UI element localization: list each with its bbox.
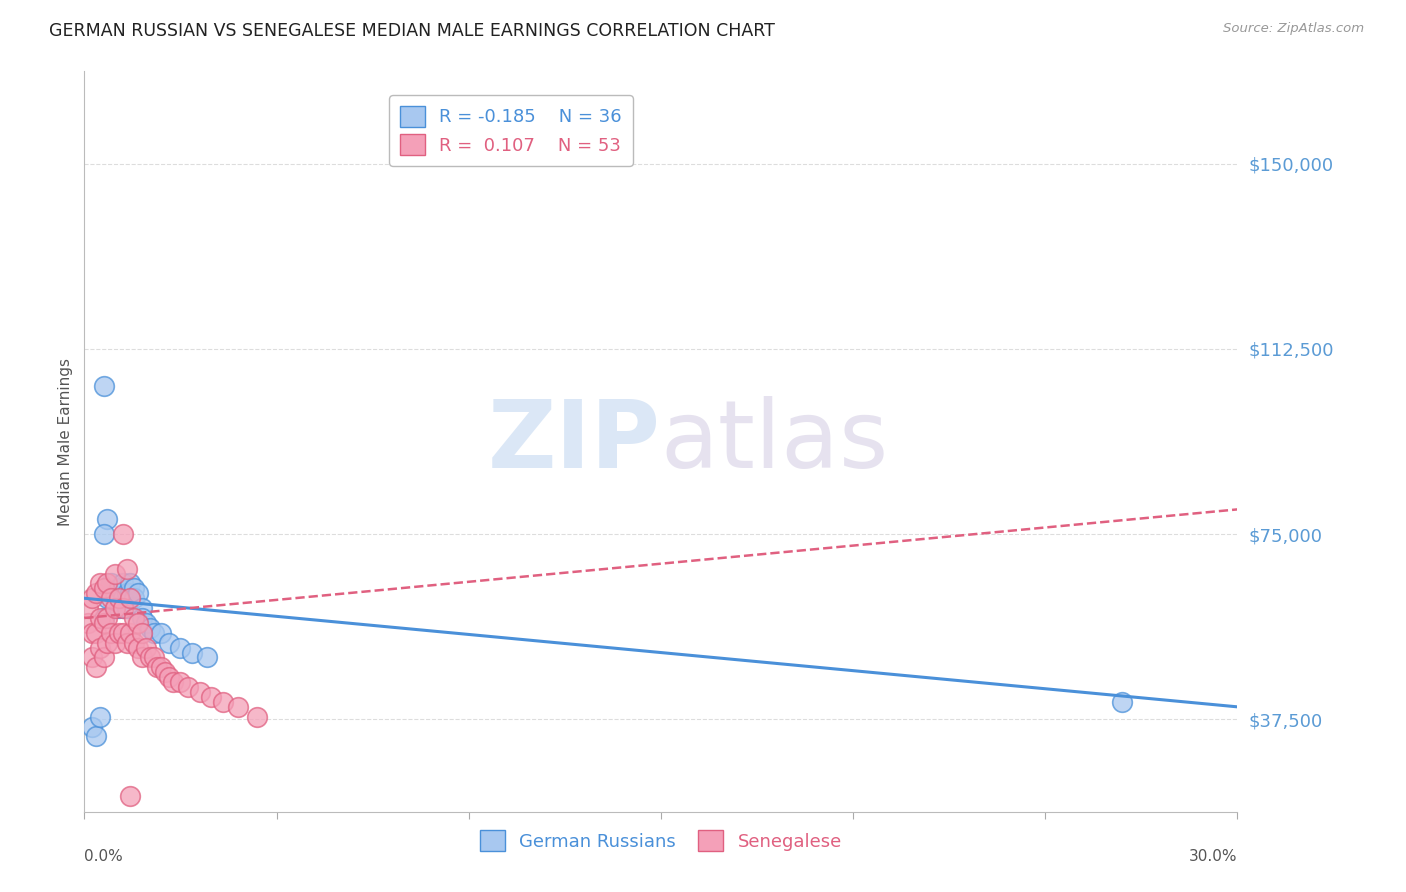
Text: atlas: atlas bbox=[661, 395, 889, 488]
Point bbox=[157, 670, 180, 684]
Point bbox=[96, 591, 118, 606]
Point bbox=[188, 685, 211, 699]
Point bbox=[89, 709, 111, 723]
Point bbox=[124, 635, 146, 649]
Point bbox=[131, 601, 153, 615]
Point bbox=[120, 586, 142, 600]
Point bbox=[100, 591, 122, 606]
Point bbox=[131, 625, 153, 640]
Point bbox=[111, 625, 134, 640]
Point bbox=[150, 625, 173, 640]
Point bbox=[93, 379, 115, 393]
Point bbox=[120, 591, 142, 606]
Point bbox=[111, 527, 134, 541]
Point bbox=[108, 582, 131, 596]
Point bbox=[127, 615, 149, 630]
Point bbox=[111, 576, 134, 591]
Point bbox=[96, 576, 118, 591]
Point bbox=[93, 527, 115, 541]
Point bbox=[84, 730, 107, 744]
Text: 30.0%: 30.0% bbox=[1189, 849, 1237, 863]
Point bbox=[96, 512, 118, 526]
Point bbox=[169, 675, 191, 690]
Legend: German Russians, Senegalese: German Russians, Senegalese bbox=[470, 820, 852, 862]
Point bbox=[135, 615, 157, 630]
Point bbox=[111, 601, 134, 615]
Point bbox=[142, 625, 165, 640]
Point bbox=[100, 586, 122, 600]
Point bbox=[108, 625, 131, 640]
Point bbox=[138, 621, 160, 635]
Point bbox=[146, 660, 169, 674]
Point bbox=[115, 635, 138, 649]
Point bbox=[100, 576, 122, 591]
Point bbox=[89, 611, 111, 625]
Point bbox=[135, 640, 157, 655]
Point bbox=[1111, 695, 1133, 709]
Point bbox=[108, 591, 131, 606]
Point bbox=[131, 611, 153, 625]
Point bbox=[131, 650, 153, 665]
Point bbox=[120, 789, 142, 803]
Point bbox=[80, 591, 103, 606]
Point bbox=[100, 625, 122, 640]
Point bbox=[89, 640, 111, 655]
Point bbox=[153, 665, 176, 680]
Point bbox=[200, 690, 222, 704]
Point bbox=[177, 680, 200, 694]
Point bbox=[127, 586, 149, 600]
Point bbox=[80, 720, 103, 734]
Point bbox=[96, 611, 118, 625]
Point bbox=[111, 591, 134, 606]
Point bbox=[80, 625, 103, 640]
Point bbox=[104, 635, 127, 649]
Point bbox=[211, 695, 233, 709]
Point bbox=[93, 615, 115, 630]
Point bbox=[104, 566, 127, 581]
Point bbox=[93, 582, 115, 596]
Point bbox=[115, 586, 138, 600]
Point bbox=[84, 625, 107, 640]
Point bbox=[162, 675, 184, 690]
Point bbox=[157, 635, 180, 649]
Point bbox=[104, 586, 127, 600]
Point bbox=[104, 601, 127, 615]
Text: Source: ZipAtlas.com: Source: ZipAtlas.com bbox=[1223, 22, 1364, 36]
Point bbox=[120, 576, 142, 591]
Point bbox=[96, 635, 118, 649]
Point bbox=[124, 611, 146, 625]
Point bbox=[108, 601, 131, 615]
Point bbox=[150, 660, 173, 674]
Point bbox=[226, 699, 249, 714]
Point bbox=[104, 601, 127, 615]
Point bbox=[169, 640, 191, 655]
Point bbox=[84, 660, 107, 674]
Point bbox=[181, 646, 204, 660]
Point bbox=[138, 650, 160, 665]
Y-axis label: Median Male Earnings: Median Male Earnings bbox=[58, 358, 73, 525]
Point bbox=[77, 601, 100, 615]
Point bbox=[93, 611, 115, 625]
Point bbox=[89, 576, 111, 591]
Point bbox=[124, 582, 146, 596]
Point bbox=[80, 650, 103, 665]
Point bbox=[108, 591, 131, 606]
Point bbox=[120, 625, 142, 640]
Point bbox=[115, 601, 138, 615]
Point bbox=[84, 586, 107, 600]
Point bbox=[93, 650, 115, 665]
Point bbox=[246, 709, 269, 723]
Text: GERMAN RUSSIAN VS SENEGALESE MEDIAN MALE EARNINGS CORRELATION CHART: GERMAN RUSSIAN VS SENEGALESE MEDIAN MALE… bbox=[49, 22, 775, 40]
Text: ZIP: ZIP bbox=[488, 395, 661, 488]
Point bbox=[77, 615, 100, 630]
Point bbox=[195, 650, 218, 665]
Point bbox=[124, 591, 146, 606]
Point bbox=[142, 650, 165, 665]
Text: 0.0%: 0.0% bbox=[84, 849, 124, 863]
Point bbox=[111, 601, 134, 615]
Point bbox=[115, 561, 138, 575]
Point bbox=[127, 640, 149, 655]
